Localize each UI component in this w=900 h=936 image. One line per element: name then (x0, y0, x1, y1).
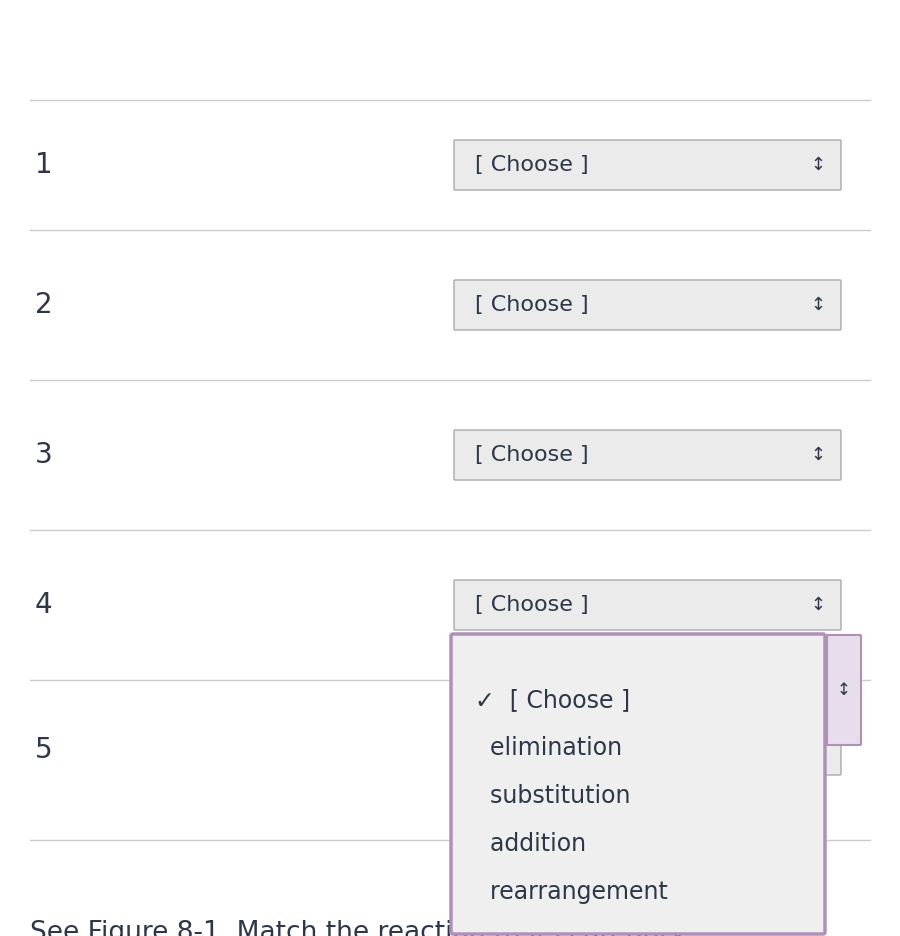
Text: addition: addition (475, 832, 586, 856)
Text: [ Choose ]: [ Choose ] (475, 445, 589, 465)
Text: ↕: ↕ (810, 156, 825, 174)
FancyBboxPatch shape (454, 140, 841, 190)
Text: 5: 5 (35, 736, 52, 764)
FancyBboxPatch shape (451, 634, 825, 934)
Text: 2: 2 (35, 291, 52, 319)
Text: 3: 3 (35, 441, 53, 469)
Text: [ Choose ]: [ Choose ] (475, 295, 589, 315)
Text: ✓  [ Choose ]: ✓ [ Choose ] (475, 688, 630, 712)
Text: 4: 4 (35, 591, 52, 619)
Text: substitution: substitution (475, 784, 631, 808)
Text: ↕: ↕ (810, 296, 825, 314)
Text: [ Choose ]: [ Choose ] (475, 595, 589, 615)
Text: elimination: elimination (475, 736, 622, 760)
Text: ↕: ↕ (837, 681, 850, 699)
Text: ↕: ↕ (810, 596, 825, 614)
Text: 1: 1 (35, 151, 52, 179)
FancyBboxPatch shape (454, 280, 841, 330)
FancyBboxPatch shape (454, 430, 841, 480)
Text: See Figure 8-1. Match the reaction to its category.: See Figure 8-1. Match the reaction to it… (30, 920, 690, 936)
Text: ↕: ↕ (810, 446, 825, 464)
Text: [ Choose ]: [ Choose ] (475, 155, 589, 175)
Text: rearrangement: rearrangement (475, 880, 668, 904)
FancyBboxPatch shape (454, 725, 841, 775)
FancyBboxPatch shape (454, 580, 841, 630)
FancyBboxPatch shape (827, 635, 861, 745)
